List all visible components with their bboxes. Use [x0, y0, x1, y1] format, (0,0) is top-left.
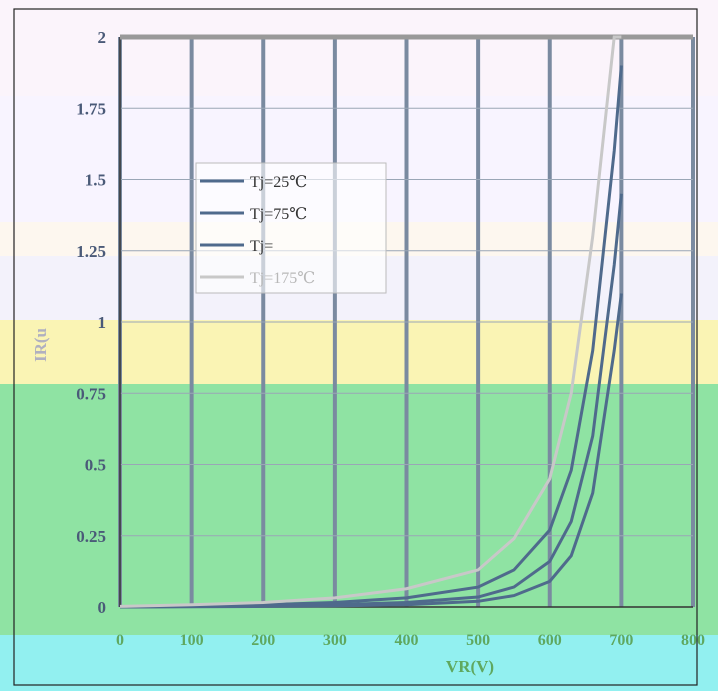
legend-label: Tj= [250, 238, 273, 255]
x-tick-label: 400 [395, 632, 419, 649]
series-line [119, 65, 623, 609]
x-tick-label: 300 [323, 632, 347, 649]
x-tick-label: 200 [251, 632, 275, 649]
legend-label: Tj=75℃ [250, 206, 307, 223]
x-tick-label: 600 [538, 632, 562, 649]
y-tick-label: 0.25 [76, 527, 106, 546]
x-tick-label: 0 [116, 632, 124, 649]
x-tick-label: 800 [681, 632, 705, 649]
x-tick-label: 100 [180, 632, 204, 649]
y-tick-label: 1.25 [76, 242, 106, 261]
y-tick-label: 1.5 [85, 171, 106, 190]
chart-frame [13, 8, 698, 686]
y-tick-label: 1 [98, 313, 107, 332]
legend-box [195, 162, 387, 294]
legend-label: Tj=25℃ [250, 174, 307, 191]
legend-label: Tj=175℃ [250, 270, 315, 287]
y-tick-label: 0 [98, 598, 107, 617]
y-tick-label: 2 [98, 28, 107, 47]
series-group [119, 35, 623, 609]
tick-labels: 0 100 200 300 400 500 600 700 800 0 0.25 0.5 0.75 1 1.… [76, 28, 705, 649]
x-axis-label: VR(V) [446, 657, 494, 676]
background-band [0, 384, 718, 635]
legend: Tj=25℃ Tj=75℃ Tj= Tj=175℃ [195, 162, 387, 294]
y-tick-label: 0.75 [76, 384, 106, 403]
background-band [0, 635, 718, 691]
series-line [119, 35, 622, 608]
y-axis-label: IR(u [31, 328, 50, 362]
x-tick-label: 500 [466, 632, 490, 649]
y-tick-label: 0.5 [85, 456, 106, 475]
y-tick-label: 1.75 [76, 99, 106, 118]
x-tick-label: 700 [609, 632, 633, 649]
